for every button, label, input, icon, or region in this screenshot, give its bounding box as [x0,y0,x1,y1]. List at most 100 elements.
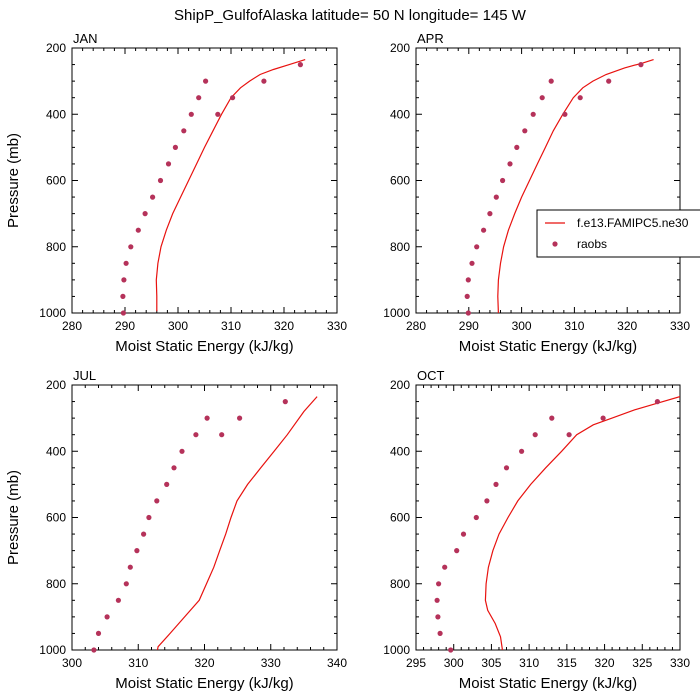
raobs-point [437,630,443,637]
raobs-point [600,415,606,421]
raobs-point [493,194,499,200]
y-tick-label: 200 [46,41,66,55]
x-tick-label: 330 [261,656,281,670]
y-tick-label: 1000 [39,306,66,320]
y-tick-label: 800 [390,240,410,254]
panel-title: OCT [417,368,445,383]
legend: f.e13.FAMIPC5.ne30 raobs [536,209,700,258]
raobs-point [142,211,148,217]
raobs-point [548,78,554,84]
raobs-point [500,177,506,184]
plot-frame [71,47,338,314]
panel-oct: 295 300 305 310 315 320 325 330 200 400 600 800 1000… [383,368,690,692]
raobs-point [519,448,525,454]
raobs-point [566,432,572,438]
x-tick-label: 310 [519,656,539,670]
raobs-point [606,78,612,84]
raobs-point [532,432,538,438]
raobs-point [530,111,536,117]
model-line [156,396,318,650]
x-tick-label: 300 [62,656,82,670]
model-line [497,59,654,313]
raobs-point [121,277,127,283]
raobs-point [474,244,480,250]
raobs-point [146,514,152,521]
raobs-point [196,95,202,101]
raobs-point [181,128,187,134]
y-tick-label: 800 [46,240,66,254]
model-line [155,59,306,312]
raobs-point [282,399,288,405]
x-axis-label: Moist Static Energy (kJ/kg) [459,675,637,692]
y-tick-label: 1000 [39,643,66,657]
raobs-point [128,244,134,250]
raobs-point [164,481,170,487]
x-tick-label: 320 [617,319,637,333]
raobs-point [203,78,209,84]
raobs-point [448,647,454,653]
y-tick-label: 600 [390,511,410,525]
raobs-point [95,630,102,637]
x-tick-label: 315 [557,656,577,670]
raobs-point [562,111,568,117]
raobs-point [436,581,442,587]
x-tick-label: 295 [406,656,426,670]
raobs-point [435,614,441,620]
raobs-point [507,161,513,167]
raobs-point [120,293,126,299]
x-tick-label: 330 [327,319,347,333]
y-tick-label: 400 [46,107,66,121]
raobs-point [484,498,490,504]
x-tick-label: 320 [194,656,214,670]
panel-title: JUL [73,368,96,383]
raobs-point [134,548,140,554]
raobs-point [154,498,160,504]
raobs-point [179,448,185,454]
y-tick-label: 600 [46,174,66,188]
raobs-point [465,277,471,283]
y-tick-label: 200 [390,378,410,392]
raobs-point [165,161,172,167]
panel-title: JAN [73,31,98,46]
raobs-point [487,211,493,217]
x-tick-label: 310 [564,319,584,333]
raobs-point [141,531,147,537]
plot-frame [415,384,681,651]
raobs-point [104,614,110,620]
raobs-point [638,62,644,68]
x-tick-label: 310 [221,319,241,333]
x-tick-label: 340 [327,656,347,670]
raobs-point [503,465,510,471]
raobs-point [469,260,475,266]
raobs-point [464,293,470,299]
panel-title: APR [417,31,444,46]
raobs-point [539,95,545,101]
x-tick-label: 330 [670,319,690,333]
raobs-point [172,144,178,150]
y-tick-label: 1000 [383,306,410,320]
plot-frame [415,47,681,314]
figure-title: ShipP_GulfofAlaska latitude= 50 N longit… [174,7,527,24]
raobs-point [493,481,499,487]
x-tick-label: 325 [632,656,652,670]
x-tick-label: 300 [168,319,188,333]
y-tick-label: 1000 [383,643,410,657]
y-tick-label: 600 [390,174,410,188]
panels: 280 290 300 310 320 330 200 400 600 800 1000 JAN Moi… [5,31,690,692]
x-tick-label: 330 [670,656,690,670]
x-axis-label: Moist Static Energy (kJ/kg) [459,338,637,355]
y-tick-label: 800 [390,577,410,591]
y-tick-label: 800 [46,577,66,591]
raobs-point [123,260,129,266]
raobs-point [157,177,164,184]
raobs-point [460,531,467,537]
x-tick-label: 320 [274,319,294,333]
plot-frame [71,384,338,651]
raobs-point [204,415,210,421]
raobs-point [215,111,221,117]
raobs-point [171,465,177,471]
raobs-point [297,62,303,68]
raobs-point [193,432,199,438]
x-tick-label: 290 [115,319,135,333]
